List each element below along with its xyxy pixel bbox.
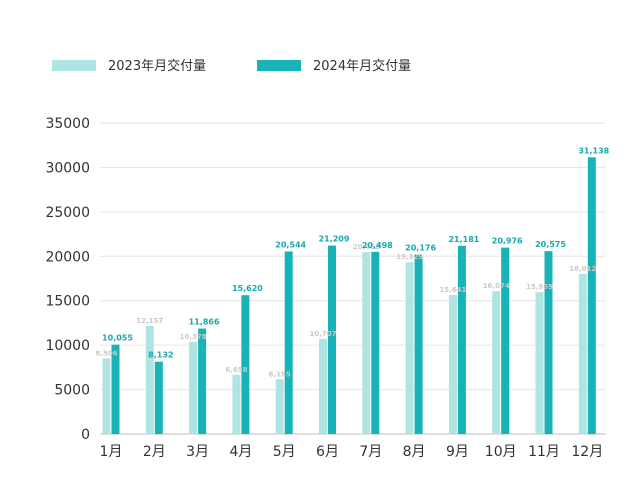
grid — [100, 122, 606, 435]
legend-swatch-2023 — [52, 60, 96, 71]
bar-2024 — [154, 361, 163, 434]
legend-label-2023: 2023年月交付量 — [108, 58, 206, 74]
y-tick-label: 30000 — [45, 160, 90, 176]
bar-2023 — [535, 292, 544, 434]
bar-2023 — [362, 252, 371, 434]
x-tick-label: 9月 — [446, 444, 469, 460]
bar-2023 — [232, 374, 241, 434]
bar-2023 — [145, 325, 154, 434]
data-label-2024: 11,866 — [189, 318, 220, 327]
data-label-2024: 15,620 — [232, 284, 263, 293]
y-tick-label: 15000 — [45, 294, 90, 310]
bar-2023 — [405, 262, 414, 434]
bar-2024 — [457, 245, 466, 434]
bar-2023 — [492, 291, 501, 434]
data-label-2024: 20,575 — [535, 240, 566, 249]
data-label-2024: 21,209 — [319, 235, 350, 244]
data-label-2023: 10,707 — [309, 330, 336, 338]
bar-2023 — [189, 341, 198, 434]
bar-2024 — [111, 344, 120, 434]
x-tick-label: 11月 — [528, 444, 560, 460]
legend-swatch-2024 — [257, 60, 301, 71]
x-tick-label: 3月 — [186, 444, 209, 460]
bar-2024 — [371, 251, 380, 434]
y-tick-label: 20000 — [45, 249, 90, 265]
bar-2023 — [319, 338, 327, 434]
data-label-2023: 10,378 — [180, 333, 207, 341]
data-label-2024: 20,498 — [362, 241, 393, 250]
data-label-2023: 18,012 — [569, 265, 596, 273]
x-tick-label: 1月 — [100, 444, 123, 460]
data-label-2023: 12,157 — [136, 317, 163, 325]
data-label-2023: 15,641 — [439, 286, 466, 294]
bar-2024 — [544, 251, 553, 434]
data-label-2023: 16,074 — [483, 282, 510, 290]
y-tick-label: 35000 — [45, 116, 90, 132]
x-tick-label: 2月 — [143, 444, 166, 460]
x-tick-label: 5月 — [273, 444, 296, 460]
bar-2024 — [501, 247, 510, 434]
x-axis: 1月 2月 3月 4月 5月 6月 7月 8月 9月 10月 11月 12月 — [100, 444, 604, 460]
data-label-2023: 6,658 — [225, 366, 247, 374]
x-tick-label: 12月 — [571, 444, 603, 460]
bar-2024 — [587, 157, 596, 434]
bar-2023 — [578, 273, 587, 434]
x-tick-label: 7月 — [359, 444, 382, 460]
bar-2024 — [198, 328, 207, 434]
bar-2023 — [448, 295, 457, 434]
y-tick-label: 5000 — [54, 383, 90, 399]
bar-2023 — [102, 358, 111, 434]
y-axis: 0 5000 10000 15000 20000 25000 30000 35000 — [45, 116, 90, 443]
x-tick-label: 4月 — [229, 444, 252, 460]
y-tick-label: 25000 — [45, 205, 90, 221]
x-tick-label: 6月 — [316, 444, 339, 460]
data-label-2023: 15,959 — [526, 283, 553, 291]
data-label-2024: 8,132 — [148, 351, 173, 360]
bar-2024 — [328, 245, 336, 434]
bar-2024 — [414, 254, 423, 434]
x-tick-label: 8月 — [403, 444, 426, 460]
bars — [102, 157, 596, 434]
data-label-2023: 6,155 — [269, 370, 291, 378]
legend: 2023年月交付量 2024年月交付量 — [52, 58, 411, 74]
y-tick-label: 10000 — [45, 338, 90, 354]
legend-label-2024: 2024年月交付量 — [313, 58, 411, 74]
data-label-2023: 19,329 — [396, 253, 423, 261]
data-label-2024: 10,055 — [102, 334, 133, 343]
data-label-2024: 20,976 — [492, 237, 523, 246]
data-labels: 8,506 10,055 12,157 8,132 10,378 11,866 6,658 1… — [95, 146, 609, 378]
x-tick-label: 10月 — [485, 444, 517, 460]
bar-2024 — [284, 251, 293, 434]
data-label-2024: 20,544 — [275, 240, 306, 249]
data-label-2024: 21,181 — [448, 235, 479, 244]
data-label-2024: 31,138 — [578, 146, 609, 155]
data-label-2023: 8,506 — [95, 349, 117, 357]
bar-2023 — [275, 379, 284, 434]
data-label-2023: 20,462 — [353, 243, 380, 251]
y-tick-label: 0 — [81, 427, 90, 443]
bar-2024 — [241, 295, 250, 434]
data-label-2024: 20,176 — [405, 244, 436, 253]
